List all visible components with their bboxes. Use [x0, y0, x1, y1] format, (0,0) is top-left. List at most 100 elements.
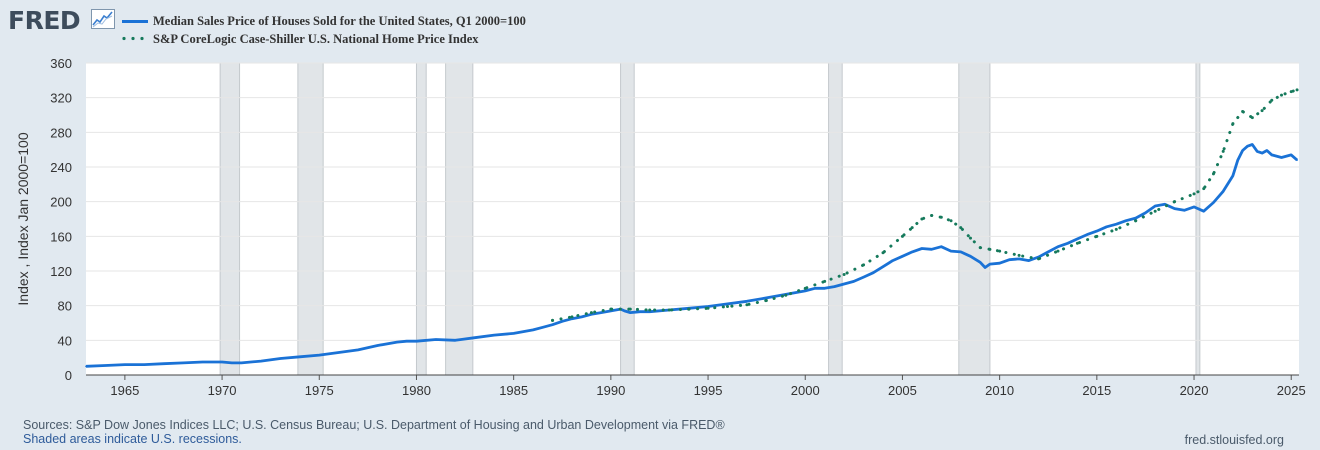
y-tick-label: 80 — [58, 299, 72, 314]
x-tick-label: 1965 — [110, 383, 139, 398]
data-point — [998, 262, 1001, 265]
data-point — [318, 354, 321, 356]
data-point — [764, 298, 768, 302]
data-point — [628, 307, 632, 311]
data-point — [639, 310, 641, 313]
data-point — [998, 249, 1002, 253]
y-tick-label: 120 — [50, 264, 72, 279]
y-tick-label: 280 — [50, 125, 72, 140]
data-point — [551, 323, 554, 326]
data-point — [512, 332, 515, 335]
data-point — [1261, 152, 1263, 154]
data-point — [337, 351, 340, 354]
legend-label-case-shiller: S&P CoreLogic Case-Shiller U.S. National… — [153, 32, 479, 46]
data-point — [542, 326, 544, 329]
legend-item-median-price[interactable]: Median Sales Price of Houses Sold for th… — [122, 12, 526, 30]
data-point — [1164, 203, 1166, 206]
data-point — [460, 338, 462, 341]
data-point — [862, 276, 865, 278]
x-tick-label: 1970 — [208, 383, 237, 398]
data-point — [940, 245, 943, 248]
data-point — [1193, 206, 1195, 208]
data-point — [1280, 156, 1283, 159]
data-point — [1115, 223, 1118, 225]
data-point — [1154, 205, 1156, 207]
x-tick-label: 2015 — [1082, 383, 1111, 398]
data-point — [600, 311, 602, 314]
data-point — [984, 266, 986, 269]
data-point — [950, 250, 952, 252]
data-point — [1037, 257, 1041, 261]
data-point — [1076, 238, 1079, 240]
data-point — [872, 271, 875, 274]
data-point — [1289, 90, 1293, 94]
fred-graph-icon[interactable] — [91, 9, 115, 29]
data-point — [988, 247, 992, 251]
data-point — [589, 311, 593, 315]
data-point — [1114, 227, 1118, 231]
data-point — [900, 234, 904, 238]
data-point — [182, 362, 184, 364]
data-point — [1260, 109, 1264, 113]
data-point — [1236, 159, 1239, 161]
data-point — [901, 255, 904, 258]
x-tick-label: 1985 — [499, 383, 528, 398]
fred-logo[interactable]: FRED — [8, 6, 81, 35]
data-point — [978, 246, 982, 250]
site-url[interactable]: fred.stlouisfed.org — [1184, 433, 1284, 447]
data-point — [1086, 233, 1088, 236]
data-point — [1017, 253, 1021, 257]
x-tick-label: 1980 — [402, 383, 431, 398]
data-point — [1134, 217, 1137, 219]
data-point — [1280, 93, 1284, 97]
data-point — [1296, 159, 1298, 161]
data-point — [623, 310, 626, 312]
recession-band — [958, 62, 991, 376]
data-point — [85, 365, 87, 368]
data-point — [1250, 116, 1254, 120]
data-point — [609, 307, 613, 311]
data-point — [570, 315, 574, 319]
data-point — [1027, 259, 1030, 262]
data-point — [881, 251, 885, 255]
data-point — [804, 290, 807, 292]
data-point — [1290, 154, 1293, 156]
data-point — [396, 341, 398, 343]
data-point — [1018, 258, 1020, 260]
data-point — [435, 338, 437, 341]
data-point — [1134, 219, 1138, 223]
data-point — [415, 340, 418, 343]
sources-text: Sources: S&P Dow Jones Indices LLC; U.S.… — [23, 418, 725, 432]
legend-item-case-shiller[interactable]: S&P CoreLogic Case-Shiller U.S. National… — [122, 30, 526, 48]
data-point — [823, 287, 826, 290]
data-point — [882, 265, 884, 268]
data-point — [104, 364, 107, 367]
data-point — [201, 361, 204, 363]
data-point — [959, 251, 962, 253]
x-tick-label: 2010 — [985, 383, 1014, 398]
data-point — [1144, 212, 1147, 214]
data-point — [1211, 172, 1215, 176]
data-point — [1075, 241, 1079, 245]
data-point — [162, 362, 165, 365]
data-point — [279, 357, 282, 360]
data-point — [921, 247, 923, 250]
data-point — [959, 226, 963, 230]
data-point — [989, 263, 991, 265]
y-tick-label: 240 — [50, 160, 72, 175]
data-point — [745, 303, 749, 307]
y-tick-label: 160 — [50, 229, 72, 244]
x-tick-label: 1975 — [305, 383, 334, 398]
data-point — [648, 308, 652, 312]
recession-note: Shaded areas indicate U.S. recessions. — [23, 432, 242, 446]
data-point — [357, 349, 359, 351]
data-point — [862, 263, 866, 267]
x-tick-label: 2000 — [791, 383, 820, 398]
data-point — [580, 316, 583, 318]
data-point — [843, 283, 845, 285]
data-point — [1096, 230, 1098, 232]
data-point — [979, 261, 981, 264]
data-point — [1153, 209, 1157, 213]
data-point — [667, 308, 671, 312]
